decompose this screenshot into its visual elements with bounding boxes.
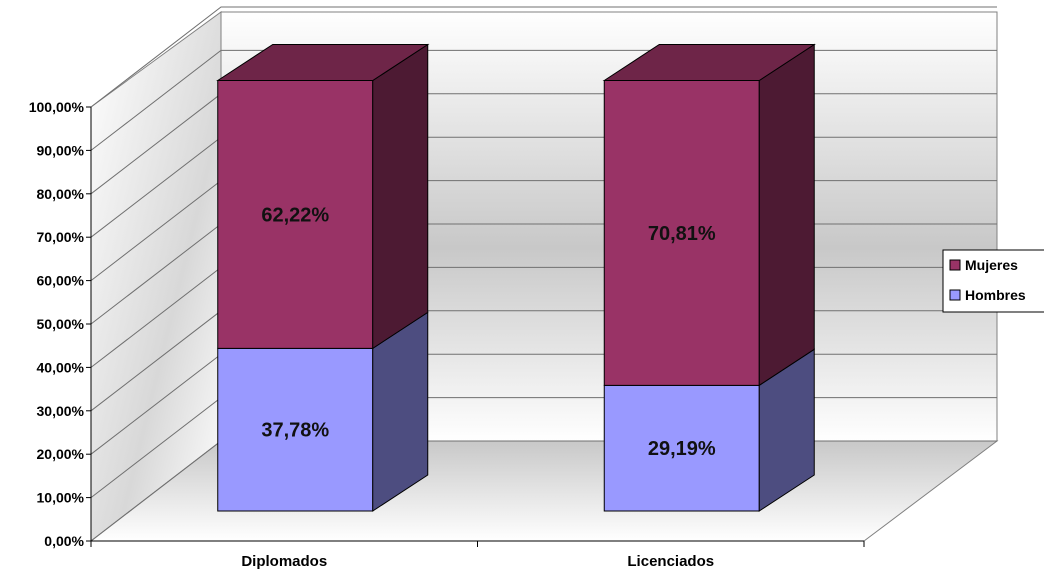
y-tick-label: 100,00%	[29, 99, 85, 115]
bar-top	[216, 44, 430, 81]
y-tick-label: 50,00%	[37, 316, 85, 332]
x-tick-label: Licenciados	[627, 553, 714, 570]
y-tick-label: 0,00%	[44, 533, 84, 549]
gridline	[90, 6, 997, 108]
y-tick-label: 10,00%	[37, 490, 85, 506]
y-tick-label: 30,00%	[37, 403, 85, 419]
legend-label: Hombres	[965, 287, 1026, 303]
y-tick-label: 90,00%	[37, 142, 85, 158]
y-tick-label: 20,00%	[37, 446, 85, 462]
y-axis: 0,00% 10,00% 20,00% 30,00% 40,00% 50,00% 60,00…	[29, 99, 92, 549]
legend: Mujeres Hombres	[942, 249, 1044, 313]
data-labels: 37,78% 62,22% 29,19% 70,81%	[261, 204, 716, 460]
x-tick-label: Diplomados	[241, 553, 327, 570]
bar-side	[372, 43, 429, 350]
x-axis: Diplomados Licenciados	[90, 540, 865, 570]
y-tick-label: 40,00%	[37, 359, 85, 375]
legend-label: Mujeres	[965, 257, 1018, 273]
bar-segment-hombres	[217, 311, 429, 512]
bars	[216, 43, 816, 512]
legend-swatch	[949, 289, 961, 301]
bar-side	[758, 43, 815, 387]
legend-swatch	[949, 259, 961, 271]
data-label: 37,78%	[261, 420, 329, 442]
y-tick-label: 60,00%	[37, 273, 85, 289]
data-label: 29,19%	[648, 438, 716, 460]
bar-segment-mujeres	[602, 43, 816, 387]
bar-top	[602, 44, 816, 81]
bar-segment-hombres	[603, 348, 815, 512]
y-tick-label: 80,00%	[37, 186, 85, 202]
bar-segment-mujeres	[216, 43, 430, 350]
y-tick-label: 70,00%	[37, 229, 85, 245]
data-label: 70,81%	[648, 223, 716, 245]
data-label: 62,22%	[261, 204, 329, 226]
